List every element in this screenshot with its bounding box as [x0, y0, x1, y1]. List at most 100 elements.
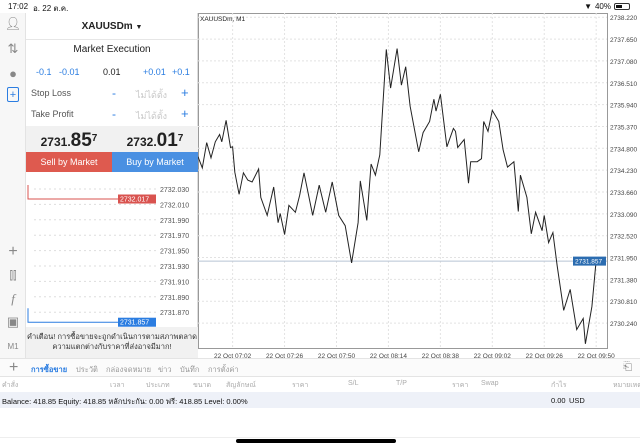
table-header: คำสั่ง เวลา ประเภท ขนาด สัญลักษณ์ ราคา S/L T/P ร… [0, 377, 640, 392]
y-tick-label: 2734.230 [610, 168, 637, 175]
y-tick-label: 2730.810 [610, 299, 637, 306]
y-tick-label: 2733.660 [610, 190, 637, 197]
column-header[interactable]: เวลา [110, 382, 125, 389]
tab-4[interactable]: บันทึก [180, 365, 200, 374]
symbol-selector[interactable]: XAUUSDm ▼ [26, 13, 198, 40]
y-tick-label: 2735.370 [610, 124, 637, 131]
execution-type[interactable]: Market Execution [73, 44, 151, 55]
total-profit: 0.00 [551, 396, 566, 405]
tab-5[interactable]: การตั้งค่า [208, 365, 239, 374]
price-level: 2731.930 [160, 264, 189, 271]
timeframe-button[interactable]: M1 [7, 341, 19, 351]
x-tick-label: 22 Oct 08:14 [370, 353, 408, 360]
symbol-name: XAUUSDm [81, 21, 133, 32]
buy-by-market-button[interactable]: Buy by Market [112, 152, 198, 172]
bottom-tabs: + การซื้อขาย ประวัติ กล่องจดหมาย ข่าว บันทึก… [0, 358, 640, 377]
price-level: 2731.970 [160, 233, 189, 240]
lot-plus-0.01-button[interactable]: +0.01 [143, 67, 166, 77]
lot-minus-0.1-button[interactable]: -0.1 [36, 67, 52, 77]
column-header[interactable]: ประเภท [146, 382, 170, 389]
account-icon[interactable]: 👤︎ [4, 16, 22, 31]
lot-minus-0.01-button[interactable]: -0.01 [59, 67, 80, 77]
add-icon[interactable]: + [9, 359, 19, 376]
order-panel: XAUUSDm ▼ Market Execution -0.1 -0.01 0.… [26, 13, 198, 358]
chevron-down-icon: ▼ [135, 24, 143, 31]
balance-row: Balance: 418.85 Equity: 418.85 หลักประกั… [0, 392, 640, 408]
tab-2[interactable]: กล่องจดหมาย [106, 365, 152, 374]
tab-1[interactable]: ประวัติ [76, 365, 98, 374]
x-tick-label: 22 Oct 08:38 [422, 353, 460, 360]
x-tick-label: 22 Oct 09:02 [474, 353, 512, 360]
y-tick-label: 2732.520 [610, 234, 637, 241]
column-header[interactable]: ราคา [292, 382, 309, 389]
stop-loss-input[interactable]: ไม่ได้ตั้ง [136, 90, 168, 100]
column-header[interactable]: T/P [396, 380, 407, 387]
ask-price: 2732.017 [126, 130, 184, 151]
sell-by-market-button[interactable]: Sell by Market [26, 152, 112, 172]
price-level: 2732.030 [160, 187, 189, 194]
y-tick-label: 2735.940 [610, 103, 637, 110]
clock: 17:02 [8, 2, 29, 11]
tab-0[interactable]: การซื้อขาย [31, 365, 68, 374]
price-level: 2731.890 [160, 295, 189, 302]
price-level: 2731.870 [160, 310, 189, 317]
price-level: 2731.950 [160, 249, 189, 256]
x-tick-label: 22 Oct 07:50 [318, 353, 356, 360]
battery-icon [614, 3, 630, 10]
tab-3[interactable]: ข่าว [158, 365, 172, 374]
bid_tag-bg [118, 317, 156, 327]
home-indicator[interactable] [236, 439, 396, 443]
column-header[interactable]: สัญลักษณ์ [226, 382, 256, 389]
ask-tag: 2732.017 [120, 197, 149, 204]
column-header[interactable]: S/L [348, 380, 359, 387]
take-profit-minus-button[interactable]: - [112, 107, 116, 121]
take-profit-plus-button[interactable]: + [181, 106, 189, 121]
price-chart[interactable]: 2738.220 2737.650 2737.080 2736.510 2735.940… [198, 13, 640, 360]
take-profit-label: Take Profit [31, 109, 74, 119]
column-header[interactable]: คำสั่ง [2, 382, 19, 389]
column-header[interactable]: กำไร [551, 382, 567, 389]
divider [0, 437, 640, 438]
objects-icon[interactable]: ▣ [6, 314, 20, 329]
y-tick-label: 2731.950 [610, 256, 637, 263]
chat-icon[interactable]: ● [9, 65, 17, 81]
indicators-icon[interactable]: f [11, 291, 15, 306]
y-tick-label: 2734.800 [610, 146, 637, 153]
column-header[interactable]: ราคา [452, 382, 469, 389]
column-header[interactable]: ขนาด [193, 382, 212, 389]
price-level: 2731.910 [160, 279, 189, 286]
y-tick-label: 2731.380 [610, 277, 637, 284]
column-header[interactable]: หมายเหตุ [613, 382, 640, 389]
new-order-icon[interactable]: + [7, 87, 19, 102]
status-bar: 17:02 อ. 22 ต.ค. ▼ 40% [0, 0, 640, 13]
y-tick-label: 2736.510 [610, 81, 637, 88]
trade-arrows-icon[interactable]: ⇅ [7, 41, 19, 56]
detach-panel-icon[interactable]: ⎗ [623, 361, 632, 373]
stop-loss-minus-button[interactable]: - [112, 86, 116, 100]
wifi-icon: ▼ [584, 2, 592, 11]
column-header[interactable]: Swap [481, 380, 499, 387]
y-tick-label: 2733.090 [610, 212, 637, 219]
y-tick-label: 2737.650 [610, 37, 637, 44]
chart-type-icon[interactable]: ⫿⫿ [9, 269, 17, 282]
plot-area [198, 13, 608, 349]
bid-price: 2731.857 [40, 130, 98, 151]
y-tick-label: 2738.220 [610, 15, 637, 22]
stop-loss-plus-button[interactable]: + [181, 85, 189, 100]
x-tick-label: 22 Oct 09:50 [578, 353, 616, 360]
ask-tag-line [27, 185, 118, 200]
x-tick-label: 22 Oct 07:26 [266, 353, 304, 360]
crosshair-icon[interactable]: + [8, 243, 18, 260]
take-profit-input[interactable]: ไม่ได้ตั้ง [136, 111, 168, 121]
price-level: 2731.990 [160, 218, 189, 225]
lot-plus-0.1-button[interactable]: +0.1 [172, 67, 190, 77]
left-toolbar: 👤︎ ⇅ ● + + ⫿⫿ f ▣ M1 [0, 13, 26, 358]
price-level: 2732.010 [160, 202, 189, 209]
ask_tag-bg [118, 194, 156, 204]
volume-input[interactable]: 0.01 [103, 67, 121, 77]
warning-message: คำเตือน! การซื้อขายจะถูกดำเนินการตามสภาพ… [26, 327, 198, 358]
y-tick-label: 2730.240 [610, 321, 637, 328]
currency: USD [569, 396, 585, 405]
stop-loss-label: Stop Loss [31, 88, 72, 98]
y-tick-label: 2737.080 [610, 59, 637, 66]
